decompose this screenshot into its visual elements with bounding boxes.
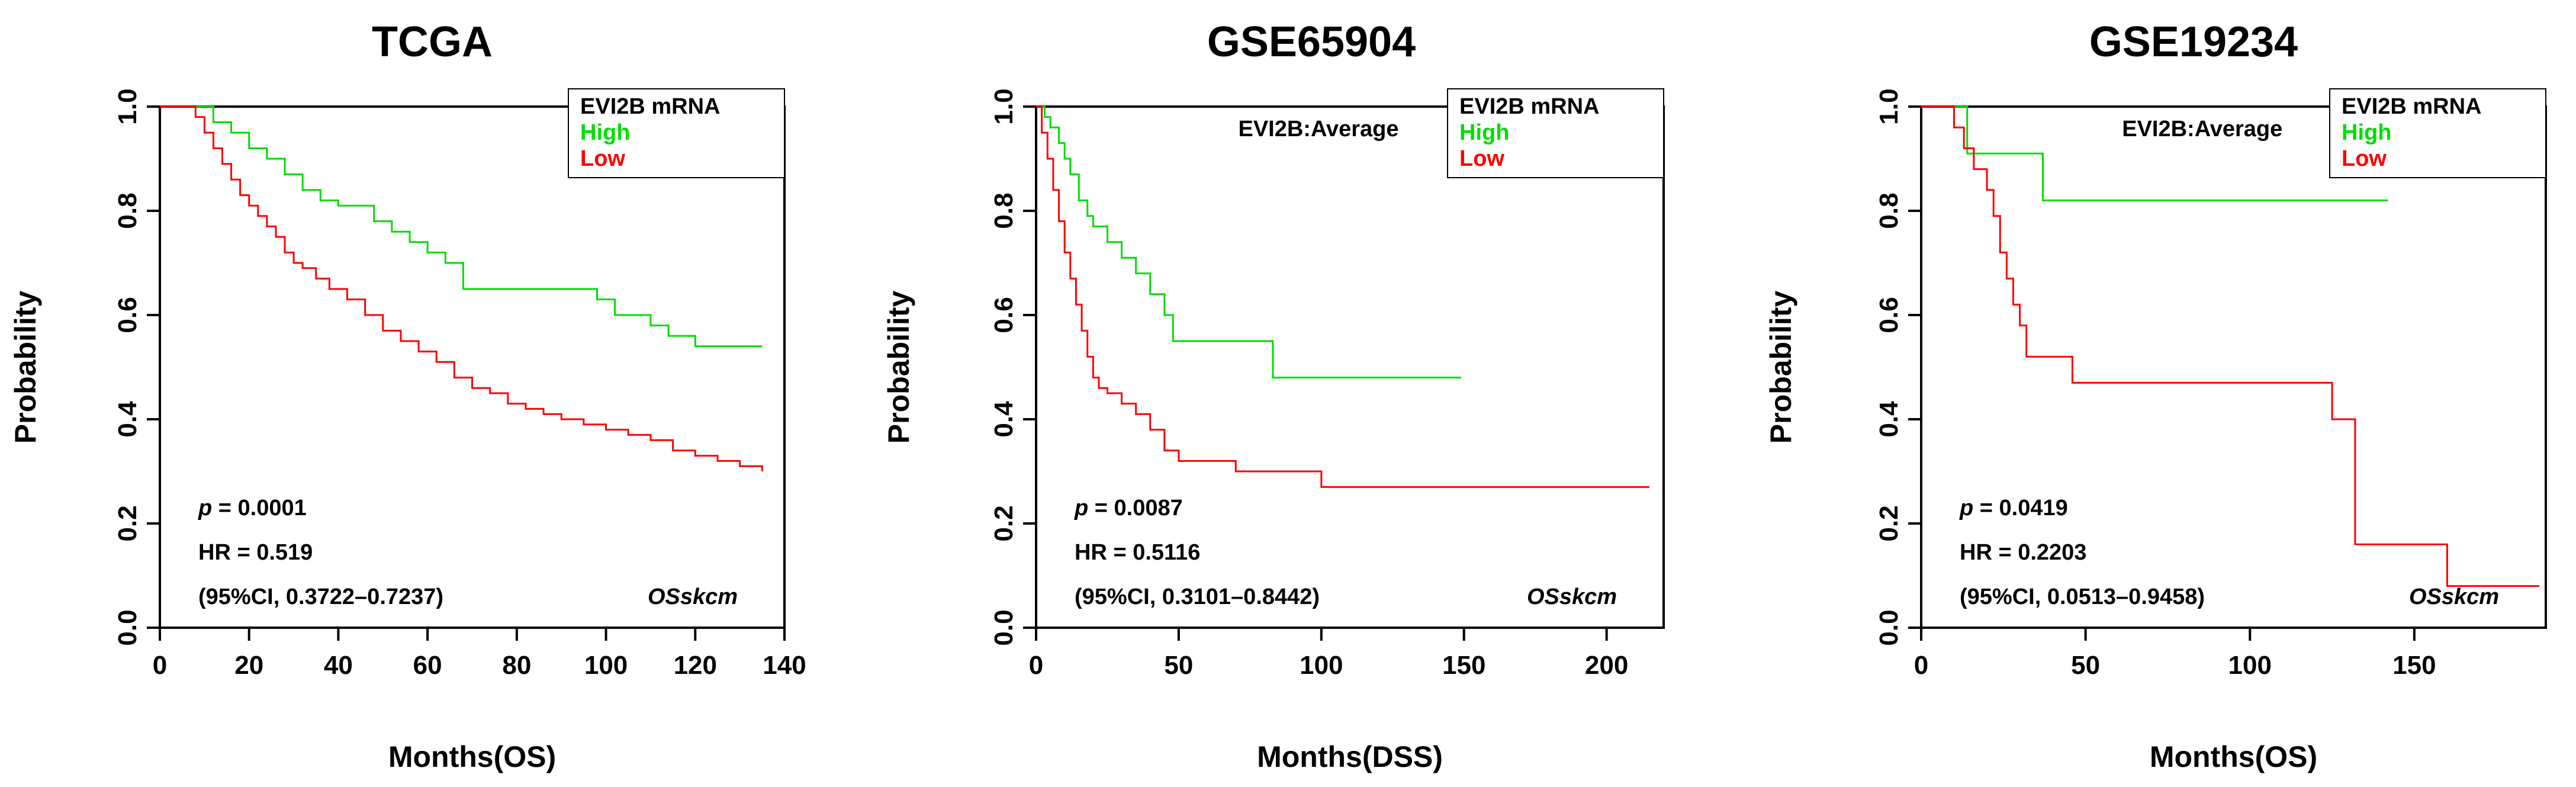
- legend-title: EVI2B mRNA: [580, 94, 721, 119]
- x-tick-label: 50: [2071, 651, 2100, 680]
- km-curve-low: [1036, 105, 1649, 488]
- km-panel-3: GSE19234 0 50 100 150 0.0 0.2 0.4 0.6 0.8 1.0 Month…: [1764, 18, 2547, 773]
- x-tick-label: 100: [1300, 651, 1343, 680]
- p-value-label: p = 0.0087: [1074, 496, 1183, 521]
- y-tick-label: 0.6: [113, 297, 142, 333]
- p-value-label: p = 0.0419: [1959, 496, 2068, 521]
- chart-title: GSE19234: [2089, 18, 2298, 66]
- x-tick-label: 0: [1029, 651, 1043, 680]
- km-curve-high: [1036, 105, 1461, 379]
- confidence-interval-label: (95%CI, 0.3722–0.7237): [198, 584, 443, 609]
- cohort-tag: OSskcm: [648, 584, 738, 609]
- x-tick-label: 120: [674, 651, 717, 680]
- p-symbol: p: [1959, 496, 1973, 521]
- x-tick-label: 150: [2392, 651, 2436, 680]
- hazard-ratio-label: HR = 0.5116: [1075, 540, 1200, 565]
- x-tick-label: 140: [763, 651, 806, 680]
- plot-frame: [1920, 105, 2547, 629]
- km-curve-high: [160, 105, 763, 348]
- p-symbol: p: [198, 496, 212, 521]
- legend-entry-high: High: [580, 120, 630, 145]
- legend-entry-low: Low: [1459, 146, 1504, 171]
- y-tick-label: 1.0: [989, 88, 1018, 124]
- x-tick-label: 80: [502, 651, 531, 680]
- chart-title: TCGA: [372, 18, 493, 66]
- legend-box: [1447, 88, 1664, 178]
- x-axis-label: Months(OS): [388, 740, 556, 773]
- p-symbol: p: [1074, 496, 1088, 521]
- y-tick-label: 0.8: [989, 192, 1018, 229]
- y-tick-label: 0.2: [113, 505, 142, 541]
- y-tick-label: 0.6: [989, 297, 1018, 333]
- legend-title: EVI2B mRNA: [2342, 94, 2482, 119]
- p-value: = 0.0087: [1095, 496, 1183, 521]
- confidence-interval-label: (95%CI, 0.3101–0.8442): [1075, 584, 1320, 609]
- x-axis-label: Months(DSS): [1257, 740, 1443, 773]
- x-tick-label: 200: [1585, 651, 1628, 680]
- legend-entry-low: Low: [580, 146, 625, 171]
- legend-title: EVI2B mRNA: [1459, 94, 1600, 119]
- x-axis-label: Months(OS): [2150, 740, 2317, 773]
- cohort-tag: OSskcm: [2409, 584, 2499, 609]
- legend-box: [2329, 88, 2546, 178]
- km-curve-low: [1921, 105, 2539, 587]
- x-tick-label: 60: [413, 651, 442, 680]
- y-tick-label: 0.4: [1874, 401, 1903, 438]
- y-tick-label: 0.0: [989, 609, 1018, 645]
- y-tick-label: 0.4: [989, 401, 1018, 438]
- hazard-ratio-label: HR = 0.2203: [1960, 540, 2086, 565]
- y-tick-label: 0.2: [1874, 505, 1903, 541]
- chart-title: GSE65904: [1207, 18, 1416, 66]
- plot-frame: [159, 105, 786, 629]
- y-tick-label: 0.8: [113, 192, 142, 229]
- p-value: = 0.0001: [218, 496, 307, 521]
- x-tick-label: 20: [234, 651, 263, 680]
- km-panel-1: TCGA 0 20 40 60 80 100 120 140 0.0 0.2 0.4 0.6 0.8 1.0…: [9, 18, 806, 773]
- y-tick-label: 0.0: [1874, 609, 1903, 645]
- x-tick-label: 0: [153, 651, 167, 680]
- cohort-tag: OSskcm: [1527, 584, 1617, 609]
- x-tick-label: 100: [2228, 651, 2272, 680]
- y-tick-label: 0.8: [1874, 192, 1903, 229]
- y-tick-label: 1.0: [113, 88, 142, 124]
- y-tick-label: 0.6: [1874, 297, 1903, 333]
- x-tick-label: 50: [1164, 651, 1193, 680]
- km-curve-high: [1921, 105, 2388, 201]
- y-tick-label: 0.2: [989, 505, 1018, 541]
- y-axis-label: Probability: [9, 291, 42, 444]
- legend-box: [568, 88, 785, 178]
- legend-entry-high: High: [1459, 120, 1509, 145]
- p-value-label: p = 0.0001: [198, 496, 307, 521]
- y-tick-label: 1.0: [1874, 88, 1903, 124]
- y-axis-label: Probability: [882, 291, 915, 444]
- y-axis-label: Probability: [1764, 291, 1797, 444]
- x-tick-label: 40: [324, 651, 353, 680]
- inset-label: EVI2B:Average: [2122, 117, 2282, 142]
- x-tick-label: 0: [1914, 651, 1928, 680]
- inset-label: EVI2B:Average: [1238, 117, 1398, 142]
- p-value: = 0.0419: [1980, 496, 2068, 521]
- legend-entry-high: High: [2342, 120, 2391, 145]
- hazard-ratio-label: HR = 0.519: [198, 540, 313, 565]
- km-panel-2: GSE65904 0 50 100 150 200 0.0 0.2 0.4 0.6 0.8 1.0 Mo…: [882, 18, 1665, 773]
- legend-entry-low: Low: [2342, 146, 2387, 171]
- x-tick-label: 100: [584, 651, 628, 680]
- confidence-interval-label: (95%CI, 0.0513–0.9458): [1960, 584, 2205, 609]
- km-curve-low: [160, 105, 763, 471]
- x-tick-label: 150: [1442, 651, 1485, 680]
- y-tick-label: 0.0: [113, 609, 142, 645]
- plot-frame: [1035, 105, 1665, 629]
- y-tick-label: 0.4: [113, 401, 142, 438]
